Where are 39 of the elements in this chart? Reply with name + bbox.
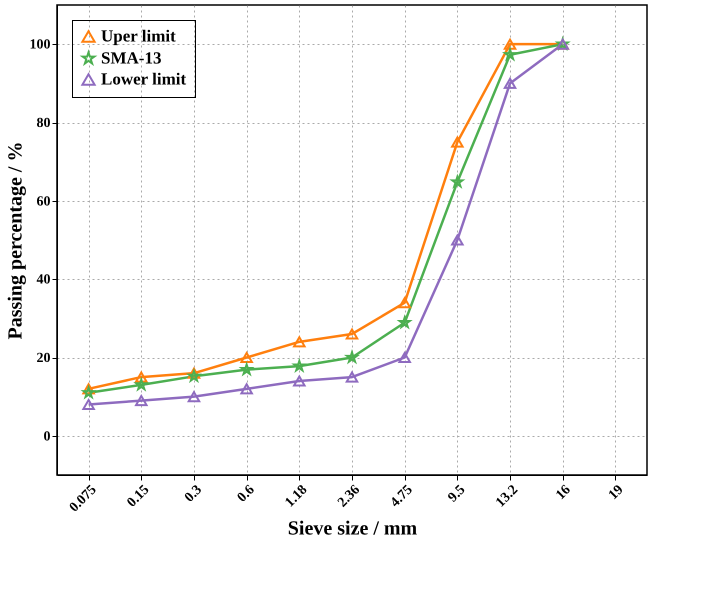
point [240,383,253,394]
y-tick-label: 60 [36,194,50,210]
y-tick-label: 0 [44,429,50,444]
legend-label: Uper limit [101,26,176,46]
point [82,383,95,394]
x-tick-label: 0.6 [234,482,258,506]
point [451,234,464,246]
x-axis-title: Sieve size / mm [288,518,418,540]
point [398,352,411,364]
x-tick-label: 19 [606,482,626,504]
y-axis-title: Passing percentage / % [4,142,26,340]
x-tick-label: 13.2 [493,482,522,510]
point [346,372,358,383]
point [398,297,411,308]
x-tick-label: 9.5 [445,482,468,506]
x-tick-label: 1.18 [282,482,310,510]
y-tick-label: 40 [36,272,50,288]
point [346,328,358,340]
point [504,38,516,50]
y-tick-label: 100 [30,38,50,53]
point [240,352,253,364]
y-tick-label: 20 [36,351,50,366]
point [188,368,200,379]
legend-label: SMA-13 [101,48,162,68]
point [504,78,516,89]
y-tick-label: 80 [36,116,50,131]
point [293,375,306,387]
x-tick-label: 0.15 [124,482,152,510]
x-tick-label: 16 [553,482,574,504]
point [135,372,148,383]
legend-label: Lower limit [101,70,186,88]
point [451,136,464,148]
x-tick-label: 2.36 [335,482,364,510]
x-tick-label: 0.3 [182,482,206,506]
point [188,391,200,402]
x-tick-label: 4.75 [388,482,416,510]
point [82,398,95,410]
point [135,395,148,406]
point [293,336,306,348]
